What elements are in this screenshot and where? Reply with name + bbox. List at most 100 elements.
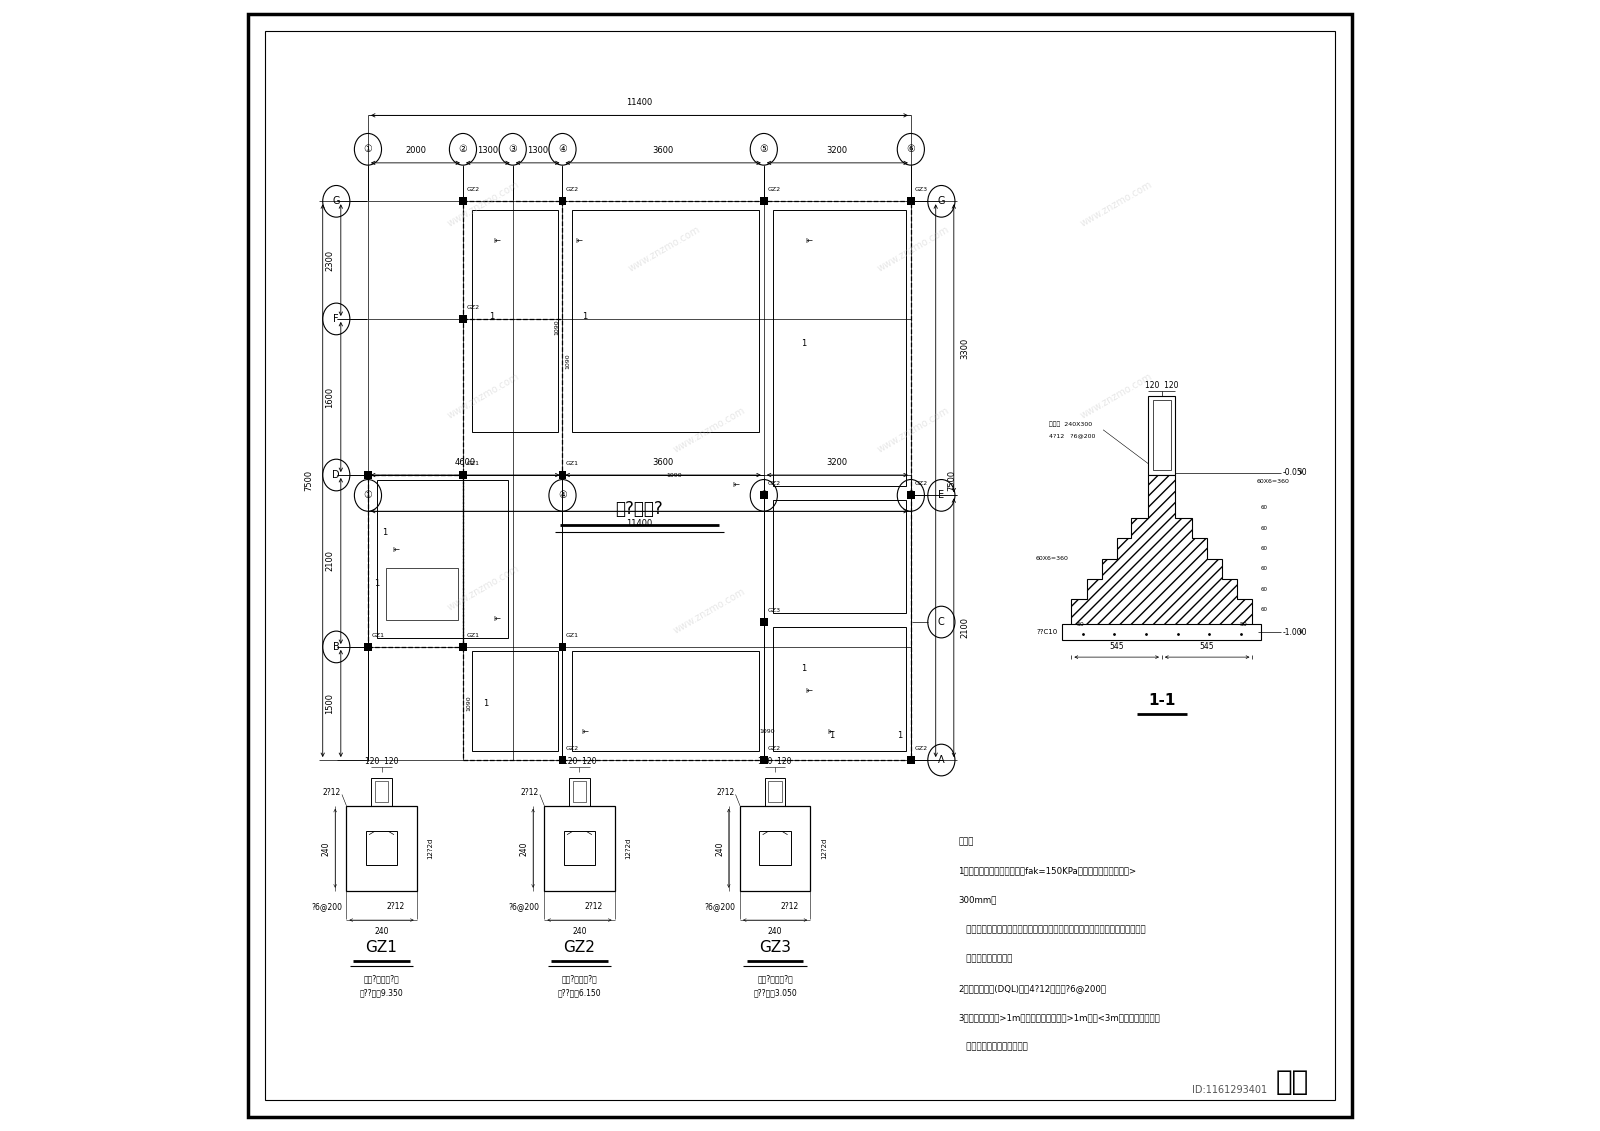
Bar <box>558 470 566 480</box>
Text: GZ1: GZ1 <box>466 633 480 638</box>
Text: 柱截面  240X300: 柱截面 240X300 <box>1050 422 1091 426</box>
Text: ⑥: ⑥ <box>907 491 915 500</box>
Text: G: G <box>938 197 946 206</box>
Text: www.znzmo.com: www.znzmo.com <box>875 405 950 455</box>
Text: 1090: 1090 <box>566 353 571 369</box>
Text: ④: ④ <box>558 491 566 500</box>
Text: ①: ① <box>363 491 373 500</box>
Text: 545: 545 <box>1200 642 1214 651</box>
Text: 3300: 3300 <box>960 338 970 359</box>
Text: www.znzmo.com: www.znzmo.com <box>1078 371 1155 421</box>
Text: GZ2: GZ2 <box>768 746 781 751</box>
Bar <box>773 210 906 486</box>
Bar <box>459 642 467 651</box>
Text: ③: ③ <box>509 145 517 154</box>
Text: GZ1: GZ1 <box>466 461 480 466</box>
Ellipse shape <box>549 480 576 511</box>
Bar <box>472 210 558 432</box>
Text: GZ2: GZ2 <box>914 482 928 486</box>
Text: ??C10: ??C10 <box>1037 629 1058 636</box>
Text: GZ2: GZ2 <box>466 305 480 310</box>
Text: 2?12: 2?12 <box>717 788 734 796</box>
Text: 3200: 3200 <box>827 146 848 155</box>
Text: ID:1161293401: ID:1161293401 <box>1192 1086 1267 1095</box>
Text: ②: ② <box>459 145 467 154</box>
Bar <box>570 778 590 805</box>
Text: 12?2d: 12?2d <box>821 838 827 858</box>
Bar <box>347 805 416 891</box>
Text: 2?12: 2?12 <box>387 903 405 910</box>
Text: GZ3: GZ3 <box>914 188 928 192</box>
Text: 2?12: 2?12 <box>323 788 341 796</box>
Bar <box>1149 396 1176 475</box>
Text: 60: 60 <box>1261 546 1267 551</box>
Ellipse shape <box>928 480 955 511</box>
Text: 1: 1 <box>382 528 387 537</box>
Text: ⑤: ⑤ <box>760 145 768 154</box>
Text: ⑥: ⑥ <box>907 145 915 154</box>
Text: 50: 50 <box>1240 622 1248 627</box>
Bar <box>459 314 467 323</box>
Text: 1090: 1090 <box>760 729 774 734</box>
Text: 240: 240 <box>768 927 782 935</box>
Text: www.znzmo.com: www.znzmo.com <box>445 179 522 228</box>
Ellipse shape <box>499 133 526 165</box>
Bar <box>760 618 768 627</box>
Text: 1: 1 <box>898 731 902 740</box>
Text: 12?2d: 12?2d <box>626 838 630 858</box>
Text: 50: 50 <box>1077 622 1085 627</box>
Text: www.znzmo.com: www.znzmo.com <box>672 586 747 636</box>
Ellipse shape <box>354 133 381 165</box>
Text: 60: 60 <box>1261 607 1267 612</box>
Bar <box>760 491 768 499</box>
Bar <box>907 756 915 765</box>
Bar <box>472 651 558 751</box>
Ellipse shape <box>898 480 925 511</box>
Text: 1: 1 <box>488 312 494 321</box>
Text: GZ1: GZ1 <box>365 941 397 956</box>
Text: 1-1: 1-1 <box>1149 693 1176 708</box>
Text: D: D <box>333 470 341 480</box>
Text: 2?12: 2?12 <box>584 903 603 910</box>
Text: 1: 1 <box>374 579 379 588</box>
Text: 基?平面?: 基?平面? <box>616 500 664 518</box>
Ellipse shape <box>928 744 955 776</box>
Text: 1090: 1090 <box>466 696 470 711</box>
Text: 柱??高：3.050: 柱??高：3.050 <box>754 988 797 996</box>
Text: ?6@200: ?6@200 <box>704 903 736 910</box>
Text: G: G <box>333 197 341 206</box>
Text: ①: ① <box>363 145 373 154</box>
Text: 1、本设计地基承载力特征值fak=150KPa，基底入持力层的深度>: 1、本设计地基承载力特征值fak=150KPa，基底入持力层的深度> <box>958 866 1136 875</box>
Text: 柱??高：6.150: 柱??高：6.150 <box>558 988 602 996</box>
Ellipse shape <box>928 185 955 217</box>
Text: 1300: 1300 <box>477 146 499 155</box>
Bar <box>363 642 371 651</box>
Text: www.znzmo.com: www.znzmo.com <box>445 371 522 421</box>
Text: 240: 240 <box>374 927 389 935</box>
Ellipse shape <box>323 303 350 335</box>
Text: www.znzmo.com: www.znzmo.com <box>875 224 950 274</box>
Text: 60X6=360: 60X6=360 <box>1258 480 1290 484</box>
Text: 1: 1 <box>800 339 806 348</box>
Ellipse shape <box>549 133 576 165</box>
Text: GZ1: GZ1 <box>371 633 384 638</box>
Text: GZ2: GZ2 <box>566 746 579 751</box>
Text: www.znzmo.com: www.znzmo.com <box>1078 179 1155 228</box>
Text: I←: I← <box>581 728 589 735</box>
Bar <box>544 805 614 891</box>
Bar <box>907 491 915 499</box>
Text: I←: I← <box>733 482 741 489</box>
Ellipse shape <box>928 606 955 638</box>
Text: GZ2: GZ2 <box>768 188 781 192</box>
Text: 柱??高：9.350: 柱??高：9.350 <box>360 988 403 996</box>
Text: GZ2: GZ2 <box>768 482 781 486</box>
Bar <box>378 480 509 638</box>
Text: 545: 545 <box>1109 642 1123 651</box>
Text: 60X6=360: 60X6=360 <box>1035 556 1069 561</box>
Text: 240: 240 <box>715 841 725 855</box>
Text: 1600: 1600 <box>325 387 334 407</box>
Text: 知末: 知末 <box>1275 1069 1309 1096</box>
Text: 4600: 4600 <box>454 458 475 467</box>
Text: 60: 60 <box>1261 526 1267 530</box>
Bar <box>459 197 467 206</box>
